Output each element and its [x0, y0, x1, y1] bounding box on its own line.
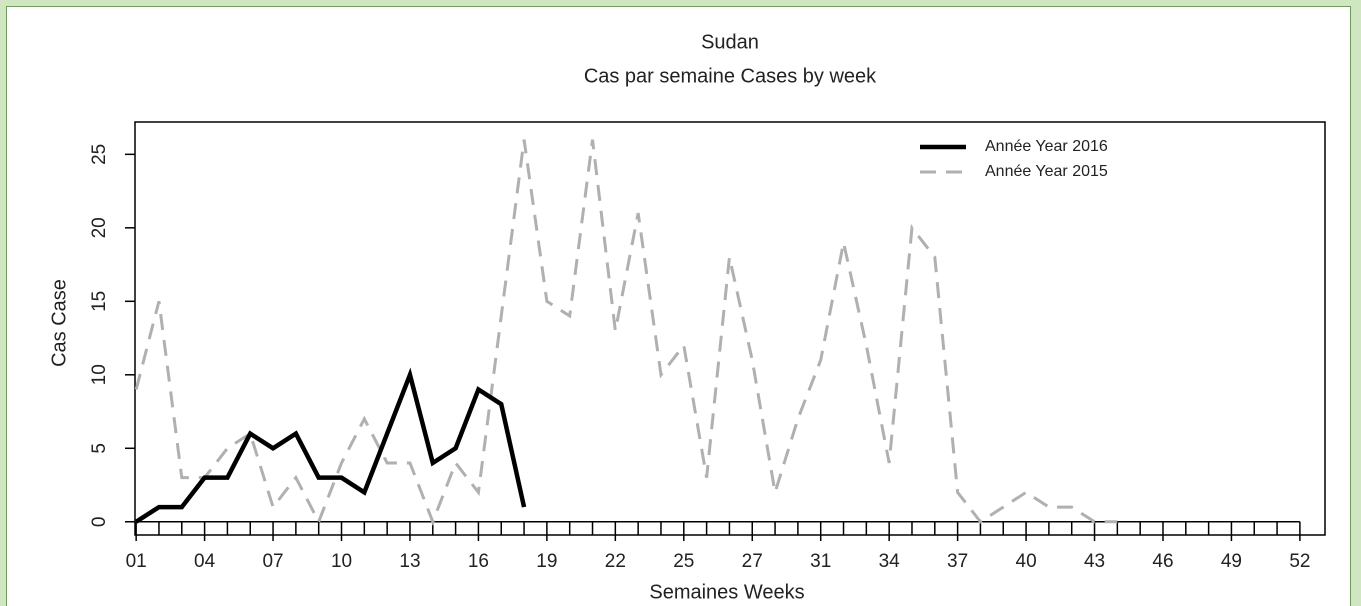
- x-tick-label: 37: [947, 551, 968, 572]
- x-tick-label: 22: [605, 551, 626, 572]
- x-tick-label: 49: [1221, 551, 1242, 572]
- legend-label: Année Year 2015: [985, 163, 1108, 180]
- x-tick-label: 19: [536, 551, 557, 572]
- y-axis-label: Cas Case: [48, 279, 70, 367]
- x-tick-label: 01: [126, 551, 147, 572]
- x-tick-label: 31: [810, 551, 831, 572]
- plot-box: [134, 121, 1326, 536]
- x-tick-label: 40: [1016, 551, 1037, 572]
- x-tick-label: 34: [879, 551, 901, 572]
- x-tick-label: 25: [673, 551, 694, 572]
- x-tick-label: 52: [1289, 551, 1310, 572]
- chart-title: Sudan: [701, 31, 759, 53]
- legend-label: Année Year 2016: [985, 138, 1108, 155]
- x-tick-label: 43: [1084, 551, 1105, 572]
- x-axis-label: Semaines Weeks: [649, 581, 804, 603]
- chart-subtitle: Cas par semaine Cases by week: [584, 65, 877, 87]
- x-tick-label: 16: [468, 551, 489, 572]
- x-tick-label: 07: [262, 551, 283, 572]
- y-tick-label: 10: [89, 364, 110, 385]
- x-tick-label: 27: [742, 551, 763, 572]
- x-tick-label: 10: [331, 551, 352, 572]
- x-tick-label: 04: [194, 551, 216, 572]
- x-tick-label: 46: [1152, 551, 1173, 572]
- y-tick-label: 20: [89, 217, 110, 238]
- y-tick-label: 15: [89, 291, 110, 312]
- frame: [6, 6, 1351, 606]
- y-tick-label: 5: [89, 443, 110, 454]
- y-tick-label: 25: [89, 144, 110, 165]
- series-line: [134, 367, 527, 524]
- series-line: [134, 139, 1118, 526]
- x-tick-label: 13: [399, 551, 420, 572]
- y-tick-label: 0: [89, 516, 110, 527]
